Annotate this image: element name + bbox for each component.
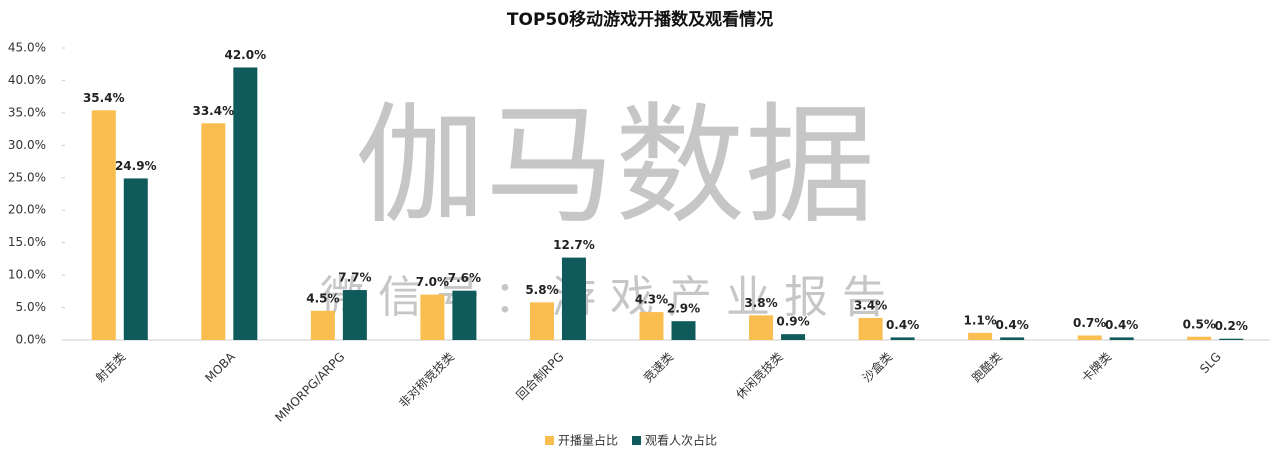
value-label: 35.4% xyxy=(83,91,125,105)
x-tick-label: 沙盒类 xyxy=(859,349,895,385)
x-tick-label: 卡牌类 xyxy=(1079,350,1114,385)
watermark-sub: 微信号：游戏产业报告 xyxy=(320,272,900,323)
value-label: 0.7% xyxy=(1073,316,1106,330)
value-label: 4.3% xyxy=(635,293,668,307)
value-label: 24.9% xyxy=(115,159,157,173)
legend-label: 观看人次占比 xyxy=(645,433,717,448)
value-label: 7.0% xyxy=(416,275,449,289)
y-tick-label: 10.0% xyxy=(8,268,46,282)
value-label: 7.7% xyxy=(338,271,371,285)
y-tick-label: 20.0% xyxy=(8,203,46,217)
x-tick-label: MOBA xyxy=(202,349,238,385)
x-tick-label: 竞速类 xyxy=(641,350,676,385)
value-label: 42.0% xyxy=(224,48,266,62)
y-tick-label: 25.0% xyxy=(8,170,46,184)
bar xyxy=(781,334,806,340)
x-tick-label: 回合制RPG xyxy=(513,349,567,403)
value-label: 1.1% xyxy=(963,313,996,327)
legend-label: 开播量占比 xyxy=(558,433,618,448)
x-tick-label: MMORPG/ARPG xyxy=(272,350,347,425)
bar xyxy=(561,257,586,340)
bar xyxy=(671,321,696,340)
x-tick-label: 休闲竞技类 xyxy=(733,350,785,402)
x-tick-label: SLG xyxy=(1197,350,1224,377)
bar xyxy=(91,110,116,340)
x-tick-label: 射击类 xyxy=(92,349,128,385)
legend-swatch xyxy=(632,436,642,445)
value-label: 0.5% xyxy=(1183,317,1216,331)
bar xyxy=(233,67,258,340)
value-label: 0.4% xyxy=(886,318,919,332)
x-tick-label: 非对称竞技类 xyxy=(396,350,457,411)
y-tick-label: 0.0% xyxy=(16,333,47,347)
bar xyxy=(1219,338,1244,340)
bar xyxy=(858,317,883,340)
bar xyxy=(1000,337,1025,340)
bar xyxy=(529,302,554,340)
legend-swatch xyxy=(545,436,554,445)
value-label: 33.4% xyxy=(192,104,234,118)
bar xyxy=(1077,335,1102,340)
value-label: 0.4% xyxy=(1105,318,1138,332)
y-tick-label: 45.0% xyxy=(8,41,46,55)
bar xyxy=(420,294,445,340)
bar xyxy=(201,123,226,340)
value-label: 5.8% xyxy=(525,283,558,297)
bar xyxy=(1187,336,1212,340)
bar xyxy=(749,315,774,340)
value-label: 7.6% xyxy=(448,271,481,285)
value-label: 0.9% xyxy=(776,315,809,329)
y-tick-label: 5.0% xyxy=(16,300,47,314)
bar xyxy=(123,178,148,340)
value-label: 12.7% xyxy=(553,238,595,252)
value-label: 3.8% xyxy=(744,296,777,310)
y-tick-label: 35.0% xyxy=(8,105,46,119)
value-label: 0.2% xyxy=(1215,319,1248,333)
x-tick-label: 跑酷类 xyxy=(969,350,1004,385)
value-label: 3.4% xyxy=(854,298,887,312)
y-tick-label: 30.0% xyxy=(8,138,46,152)
chart-title: TOP50移动游戏开播数及观看情况 xyxy=(507,9,773,30)
value-label: 0.4% xyxy=(995,318,1028,332)
bar xyxy=(890,337,915,340)
y-tick-label: 15.0% xyxy=(8,235,46,249)
value-label: 2.9% xyxy=(667,302,700,316)
y-tick-label: 40.0% xyxy=(8,73,46,87)
bar xyxy=(452,290,477,340)
bar xyxy=(1109,337,1134,340)
value-label: 4.5% xyxy=(306,291,339,305)
bar xyxy=(310,310,335,340)
bar xyxy=(639,312,664,340)
bar xyxy=(342,290,367,340)
bar xyxy=(968,332,993,340)
watermark: 伽马数据 xyxy=(355,90,875,242)
